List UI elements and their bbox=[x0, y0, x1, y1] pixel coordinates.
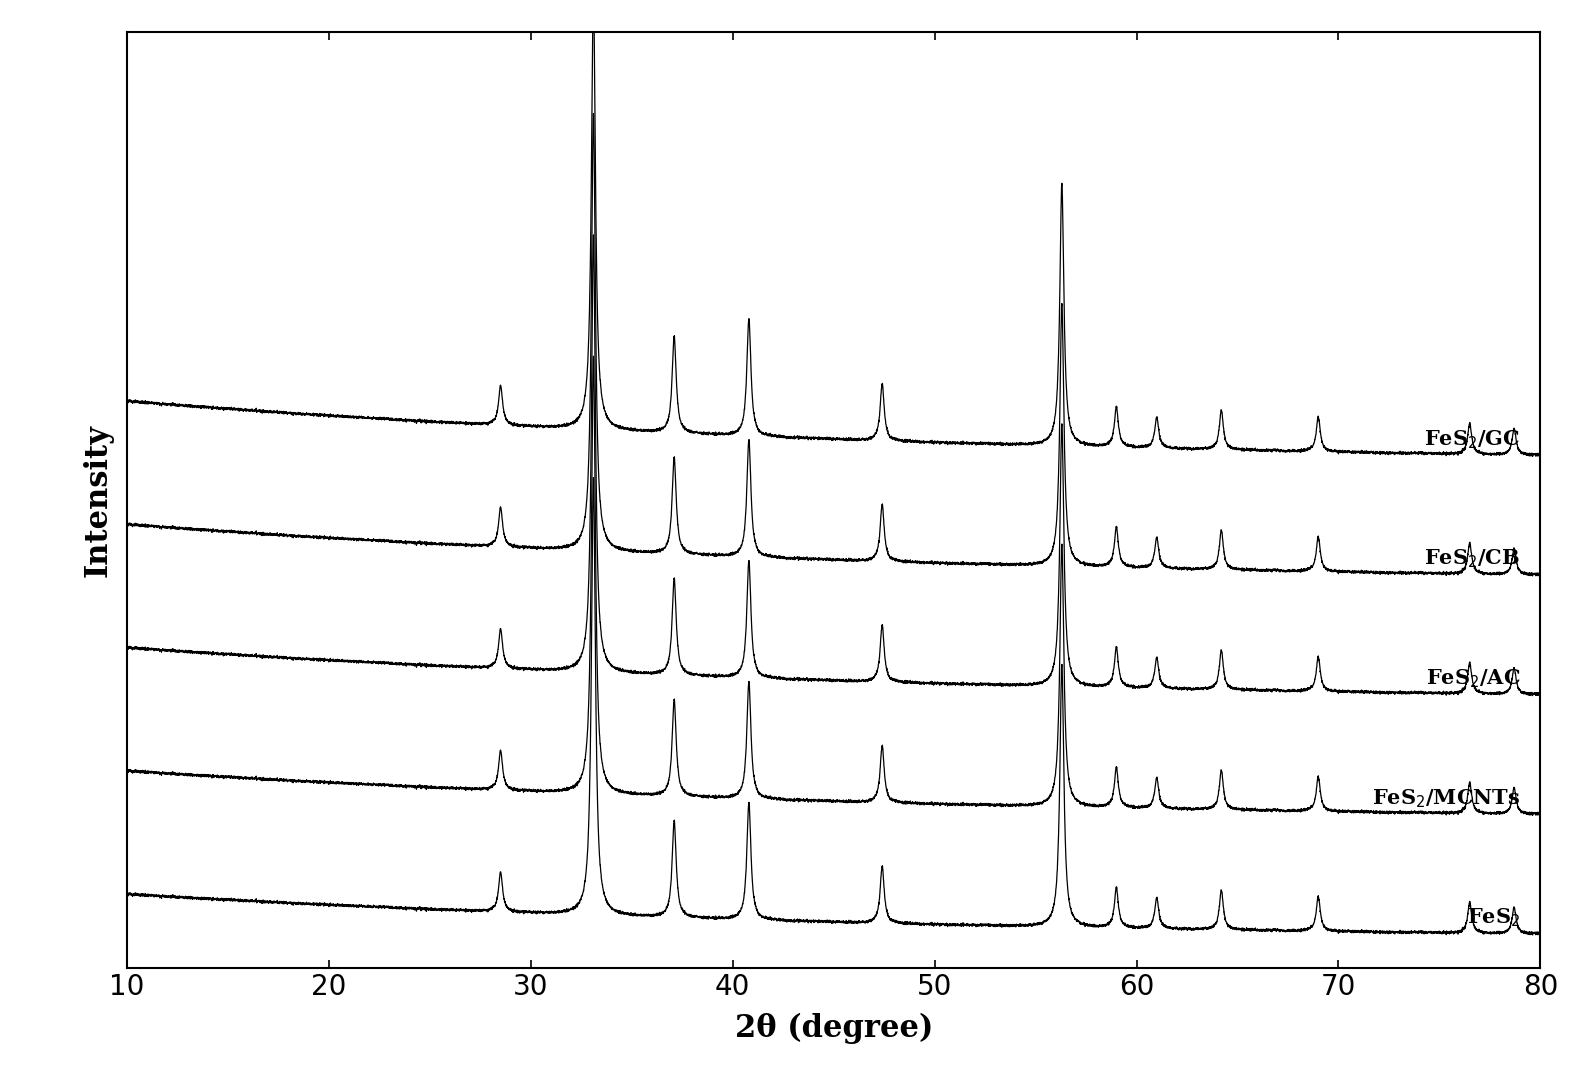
Text: FeS$_2$/MCNTs: FeS$_2$/MCNTs bbox=[1372, 787, 1520, 809]
Y-axis label: Intensity: Intensity bbox=[83, 424, 113, 577]
Text: FeS$_2$/AC: FeS$_2$/AC bbox=[1426, 667, 1520, 690]
Text: FeS$_2$/GC: FeS$_2$/GC bbox=[1424, 428, 1520, 451]
Text: FeS$_2$: FeS$_2$ bbox=[1467, 907, 1520, 930]
Text: FeS$_2$/CB: FeS$_2$/CB bbox=[1424, 548, 1520, 570]
X-axis label: 2θ (degree): 2θ (degree) bbox=[735, 1013, 932, 1044]
